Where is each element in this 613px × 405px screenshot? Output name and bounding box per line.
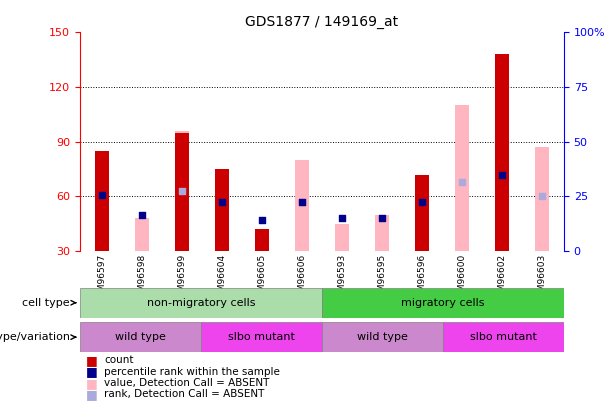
Point (337, 215, 347, 222)
Text: ■: ■ (86, 365, 97, 378)
Point (537, 193, 547, 200)
Text: rank, Detection Call = ABSENT: rank, Detection Call = ABSENT (104, 390, 265, 399)
Bar (495, 54, 509, 306)
Point (497, 171, 507, 178)
Bar (255, 229, 268, 306)
Bar (443, 322, 564, 352)
Text: count: count (104, 356, 134, 365)
Bar (175, 133, 189, 306)
Bar (215, 169, 229, 306)
Text: genotype/variation: genotype/variation (0, 332, 76, 342)
Bar (322, 288, 564, 318)
Bar (322, 322, 443, 352)
Point (377, 215, 387, 222)
Bar (80, 322, 201, 352)
Text: non-migratory cells: non-migratory cells (147, 298, 255, 308)
Text: value, Detection Call = ABSENT: value, Detection Call = ABSENT (104, 378, 270, 388)
Point (217, 198, 227, 205)
Point (417, 198, 427, 205)
Bar (201, 322, 322, 352)
Point (297, 198, 306, 205)
Text: slbo mutant: slbo mutant (228, 332, 295, 342)
Point (97, 192, 107, 198)
Point (177, 188, 186, 194)
Bar (375, 215, 389, 306)
Point (137, 211, 147, 218)
Point (457, 179, 467, 185)
Text: wild type: wild type (357, 332, 408, 342)
Bar (80, 288, 322, 318)
Text: migratory cells: migratory cells (401, 298, 485, 308)
Bar (335, 224, 349, 306)
Bar (135, 218, 149, 306)
Bar (295, 160, 309, 306)
Text: ■: ■ (86, 388, 97, 401)
Bar (94, 151, 109, 306)
Point (297, 198, 306, 205)
Bar (415, 175, 429, 306)
Point (257, 217, 267, 224)
Bar (175, 131, 189, 306)
Bar (535, 147, 549, 306)
Text: ■: ■ (86, 377, 97, 390)
Text: slbo mutant: slbo mutant (470, 332, 537, 342)
Text: ■: ■ (86, 354, 97, 367)
Title: GDS1877 / 149169_at: GDS1877 / 149169_at (245, 15, 398, 29)
Text: wild type: wild type (115, 332, 166, 342)
Text: cell type: cell type (23, 298, 76, 308)
Text: percentile rank within the sample: percentile rank within the sample (104, 367, 280, 377)
Bar (455, 105, 469, 306)
